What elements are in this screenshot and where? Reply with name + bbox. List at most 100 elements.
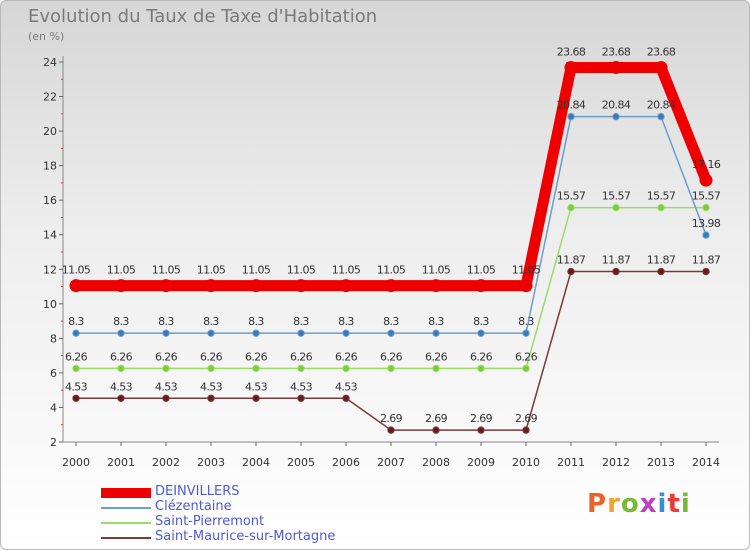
logo-letter: t — [667, 489, 681, 519]
data-label: 4.53 — [110, 380, 133, 393]
data-point — [252, 394, 260, 402]
data-label: 8.3 — [428, 315, 444, 328]
legend-label: Saint-Maurice-sur-Mortagne — [155, 529, 336, 544]
x-tick-label: 2013 — [647, 456, 675, 469]
data-label: 20.84 — [647, 99, 676, 112]
data-label: 2.69 — [515, 412, 538, 425]
x-tick-label: 2002 — [152, 456, 180, 469]
data-label: 2.69 — [470, 412, 493, 425]
data-label: 6.26 — [380, 350, 403, 363]
data-point — [522, 364, 530, 373]
data-point — [72, 364, 80, 373]
data-point — [162, 364, 170, 373]
data-point — [477, 329, 485, 337]
data-label: 11.05 — [287, 264, 316, 277]
data-point — [612, 112, 620, 121]
logo-letter: P — [587, 489, 608, 519]
data-point — [114, 279, 128, 293]
data-point — [612, 267, 620, 276]
data-point — [342, 329, 350, 337]
data-point — [474, 279, 488, 293]
data-point — [567, 267, 575, 276]
data-label: 8.3 — [203, 315, 219, 328]
data-point — [429, 279, 443, 293]
data-point — [204, 279, 218, 293]
data-label: 20.84 — [557, 99, 586, 112]
data-label: 11.05 — [152, 264, 181, 277]
data-label: 17.16 — [692, 158, 721, 171]
x-tick-label: 2012 — [602, 456, 630, 469]
x-tick-label: 2004 — [242, 456, 270, 469]
data-point — [297, 364, 305, 373]
data-point — [477, 364, 485, 373]
data-label: 6.26 — [425, 350, 448, 363]
data-point — [297, 329, 305, 337]
data-label: 11.87 — [692, 254, 721, 267]
data-label: 11.87 — [602, 254, 631, 267]
y-tick-label: 24 — [43, 56, 57, 69]
data-label: 4.53 — [65, 380, 88, 393]
data-label: 6.26 — [110, 350, 133, 363]
data-point — [342, 364, 350, 373]
data-label: 11.05 — [242, 264, 271, 277]
data-point — [339, 279, 353, 293]
data-point — [162, 329, 170, 337]
y-tick-label: 16 — [43, 194, 57, 207]
x-tick-label: 2000 — [62, 456, 90, 469]
data-label: 2.69 — [380, 412, 403, 425]
data-label: 23.68 — [602, 46, 631, 59]
data-label: 15.57 — [602, 190, 631, 203]
y-tick-label: 12 — [43, 263, 57, 276]
data-point — [207, 394, 215, 402]
data-point — [252, 364, 260, 373]
data-point — [519, 279, 533, 293]
data-label: 6.26 — [335, 350, 358, 363]
data-label: 8.3 — [338, 315, 354, 328]
data-label: 8.3 — [383, 315, 399, 328]
data-point — [702, 267, 710, 276]
data-point — [342, 394, 350, 402]
proxiti-logo: Proxiti — [587, 489, 691, 519]
data-label: 6.26 — [155, 350, 178, 363]
data-point — [72, 329, 80, 337]
data-point — [249, 279, 263, 293]
y-tick-label: 22 — [43, 91, 57, 104]
data-point — [432, 329, 440, 337]
x-tick-label: 2010 — [512, 456, 540, 469]
y-tick-label: 2 — [50, 436, 57, 449]
y-tick-label: 4 — [50, 401, 57, 414]
data-label: 6.26 — [65, 350, 88, 363]
data-label: 11.05 — [107, 264, 136, 277]
logo-letter: o — [620, 489, 640, 519]
data-point — [162, 394, 170, 402]
series-line — [76, 115, 707, 334]
data-label: 13.98 — [692, 217, 721, 230]
data-point — [72, 394, 80, 402]
data-point — [384, 279, 398, 293]
data-point — [522, 329, 530, 337]
y-tick-label: 8 — [50, 332, 57, 345]
data-label: 11.05 — [197, 264, 226, 277]
data-point — [654, 61, 668, 75]
x-tick-label: 2003 — [197, 456, 225, 469]
data-label: 4.53 — [335, 380, 358, 393]
data-label: 23.68 — [647, 46, 676, 59]
y-tick-label: 20 — [43, 125, 57, 138]
data-point — [297, 394, 305, 402]
data-label: 6.26 — [200, 350, 223, 363]
data-label: 4.53 — [290, 380, 313, 393]
data-point — [387, 426, 395, 434]
y-tick-label: 10 — [43, 298, 57, 311]
data-point — [159, 279, 173, 293]
data-label: 4.53 — [245, 380, 268, 393]
data-label: 6.26 — [245, 350, 268, 363]
x-tick-label: 2011 — [557, 456, 585, 469]
x-tick-label: 2006 — [332, 456, 360, 469]
legend-swatch — [101, 488, 151, 498]
data-point — [477, 426, 485, 434]
legend-swatch — [101, 522, 151, 524]
x-tick-label: 2008 — [422, 456, 450, 469]
data-label: 8.3 — [473, 315, 489, 328]
